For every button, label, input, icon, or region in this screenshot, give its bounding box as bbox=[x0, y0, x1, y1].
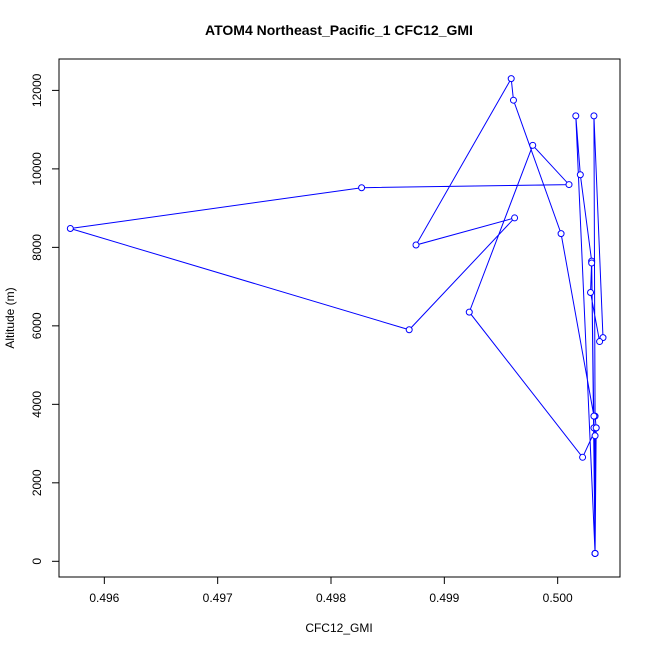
data-point bbox=[592, 424, 600, 432]
x-tick-label: 0.500 bbox=[543, 591, 573, 605]
y-axis: 0 2000 4000 6000 8000 10000 12000 bbox=[30, 73, 59, 565]
data-point bbox=[507, 75, 515, 83]
data-point bbox=[591, 549, 599, 557]
data-point bbox=[509, 96, 517, 104]
data-point bbox=[465, 308, 473, 316]
data-point bbox=[591, 432, 599, 440]
data-point bbox=[587, 288, 595, 296]
y-axis-label: Altitude (m) bbox=[3, 287, 17, 348]
y-tick-label: 8000 bbox=[30, 234, 44, 261]
y-tick-label: 6000 bbox=[30, 312, 44, 339]
data-point bbox=[576, 171, 584, 179]
y-tick-label: 0 bbox=[30, 558, 44, 565]
data-point bbox=[572, 112, 580, 120]
y-tick-label: 4000 bbox=[30, 391, 44, 418]
x-tick-label: 0.497 bbox=[203, 591, 233, 605]
data-point bbox=[590, 112, 598, 120]
plot-frame bbox=[58, 58, 621, 578]
data-point bbox=[590, 412, 598, 420]
data-point bbox=[579, 453, 587, 461]
y-tick-label: 10000 bbox=[30, 152, 44, 186]
y-tick-label: 2000 bbox=[30, 469, 44, 496]
data-point bbox=[412, 241, 420, 249]
y-tick-label: 12000 bbox=[30, 73, 44, 107]
x-tick-label: 0.498 bbox=[316, 591, 346, 605]
data-point bbox=[405, 326, 413, 334]
data-point bbox=[529, 141, 537, 149]
series-line bbox=[70, 77, 604, 554]
data-point bbox=[358, 184, 366, 192]
chart-title: ATOM4 Northeast_Pacific_1 CFC12_GMI bbox=[205, 22, 473, 38]
data-point bbox=[565, 181, 573, 189]
data-point bbox=[511, 214, 519, 222]
x-axis: 0.496 0.497 0.498 0.499 0.500 bbox=[89, 577, 573, 605]
data-point bbox=[66, 225, 74, 233]
x-tick-label: 0.496 bbox=[89, 591, 119, 605]
data-point bbox=[588, 259, 596, 267]
x-tick-label: 0.499 bbox=[429, 591, 459, 605]
x-axis-label: CFC12_GMI bbox=[305, 621, 372, 635]
series-layer bbox=[66, 75, 607, 557]
data-point bbox=[596, 338, 604, 346]
data-point bbox=[557, 230, 565, 238]
